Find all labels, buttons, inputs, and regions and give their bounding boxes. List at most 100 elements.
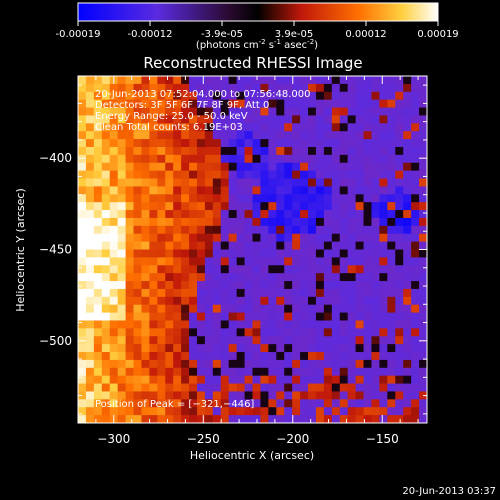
heatmap-cell bbox=[323, 407, 333, 416]
heatmap-cell bbox=[165, 146, 174, 156]
heatmap-cell bbox=[109, 383, 119, 392]
heatmap-cell bbox=[379, 391, 388, 400]
heatmap-cell bbox=[371, 217, 380, 227]
heatmap-cell bbox=[355, 336, 365, 345]
heatmap-cell bbox=[93, 210, 103, 219]
heatmap-cell bbox=[244, 186, 253, 195]
heatmap-cell bbox=[252, 328, 261, 337]
heatmap-cell bbox=[292, 344, 301, 353]
heatmap-cell bbox=[323, 265, 333, 274]
heatmap-cell bbox=[284, 194, 293, 203]
heatmap-cell bbox=[228, 281, 238, 290]
heatmap-cell bbox=[101, 194, 111, 203]
heatmap-cell bbox=[244, 288, 253, 298]
heatmap-cell bbox=[93, 83, 103, 93]
heatmap-cell bbox=[212, 257, 222, 266]
heatmap-cell bbox=[300, 273, 309, 282]
heatmap-cell bbox=[323, 210, 333, 219]
heatmap-cell bbox=[387, 131, 396, 140]
heatmap-cell bbox=[93, 312, 103, 321]
heatmap-cell bbox=[149, 383, 158, 392]
heatmap-cell bbox=[101, 296, 111, 306]
heatmap-cell bbox=[78, 352, 87, 361]
heatmap-cell bbox=[268, 257, 277, 266]
heatmap-cell bbox=[93, 99, 103, 109]
heatmap-cell bbox=[347, 375, 357, 385]
heatmap-cell bbox=[379, 288, 388, 298]
heatmap-cell bbox=[292, 202, 301, 211]
heatmap-cell bbox=[292, 273, 301, 282]
heatmap-cell bbox=[220, 328, 230, 337]
heatmap-cell bbox=[117, 217, 127, 227]
heatmap-cell bbox=[395, 91, 404, 101]
heatmap-cell bbox=[133, 170, 142, 180]
heatmap-cell bbox=[292, 139, 301, 148]
heatmap-cell bbox=[315, 304, 325, 314]
heatmap-cell bbox=[78, 407, 87, 416]
heatmap-cell bbox=[157, 375, 166, 385]
heatmap-cell bbox=[355, 359, 365, 369]
heatmap-cell bbox=[276, 131, 285, 140]
heatmap-cell bbox=[212, 115, 222, 124]
heatmap-cell bbox=[157, 320, 166, 329]
heatmap-cell bbox=[308, 131, 317, 140]
heatmap-cell bbox=[157, 83, 166, 93]
heatmap-cell bbox=[228, 407, 238, 416]
heatmap-cell bbox=[181, 312, 190, 321]
heatmap-cell bbox=[109, 123, 119, 132]
heatmap-cell bbox=[339, 91, 349, 101]
heatmap-cell bbox=[395, 391, 404, 400]
heatmap-cell bbox=[117, 83, 127, 93]
heatmap-cell bbox=[244, 170, 253, 180]
heatmap-cell bbox=[189, 217, 198, 227]
heatmap-cell bbox=[141, 312, 150, 321]
heatmap-cell bbox=[363, 99, 372, 109]
heatmap-cell bbox=[173, 304, 182, 314]
heatmap-cell bbox=[339, 391, 349, 400]
heatmap-cell bbox=[133, 383, 142, 392]
heatmap-cell bbox=[371, 312, 380, 321]
heatmap-cell bbox=[196, 217, 206, 227]
heatmap-cell bbox=[371, 225, 380, 235]
heatmap-cell bbox=[236, 146, 246, 156]
heatmap-cell bbox=[292, 170, 301, 180]
heatmap-cell bbox=[284, 391, 293, 400]
heatmap-cell bbox=[117, 359, 127, 369]
heatmap-cell bbox=[181, 320, 190, 329]
heatmap-cell bbox=[173, 123, 182, 132]
heatmap-cell bbox=[189, 241, 198, 250]
heatmap-cell bbox=[284, 296, 293, 306]
heatmap-cell bbox=[109, 99, 119, 109]
heatmap-cell bbox=[204, 233, 214, 243]
heatmap-cell bbox=[252, 186, 261, 195]
heatmap-cell bbox=[244, 225, 253, 235]
heatmap-cell bbox=[165, 186, 174, 195]
heatmap-cell bbox=[189, 312, 198, 321]
heatmap-cell bbox=[85, 115, 95, 124]
heatmap-cell bbox=[141, 352, 150, 361]
heatmap-cell bbox=[339, 288, 349, 298]
heatmap-cell bbox=[78, 375, 87, 385]
heatmap-cell bbox=[308, 249, 317, 258]
heatmap-cell bbox=[284, 83, 293, 93]
heatmap-cell bbox=[292, 107, 301, 116]
heatmap-cell bbox=[411, 312, 420, 321]
heatmap-cell bbox=[228, 320, 238, 329]
heatmap-cell bbox=[125, 115, 135, 124]
heatmap-cell bbox=[363, 328, 372, 337]
heatmap-cell bbox=[387, 91, 396, 101]
heatmap-cell bbox=[173, 154, 182, 164]
heatmap-cell bbox=[196, 123, 206, 132]
heatmap-cell bbox=[173, 131, 182, 140]
heatmap-cell bbox=[363, 123, 372, 132]
heatmap-cell bbox=[387, 249, 396, 258]
heatmap-cell bbox=[109, 233, 119, 243]
heatmap-cell bbox=[109, 202, 119, 211]
heatmap-cell bbox=[292, 415, 301, 423]
heatmap-cell bbox=[173, 115, 182, 124]
heatmap-cell bbox=[276, 391, 285, 400]
heatmap-cell bbox=[117, 107, 127, 116]
heatmap-cell bbox=[260, 281, 269, 290]
heatmap-cell bbox=[109, 91, 119, 101]
heatmap-cell bbox=[78, 76, 87, 85]
